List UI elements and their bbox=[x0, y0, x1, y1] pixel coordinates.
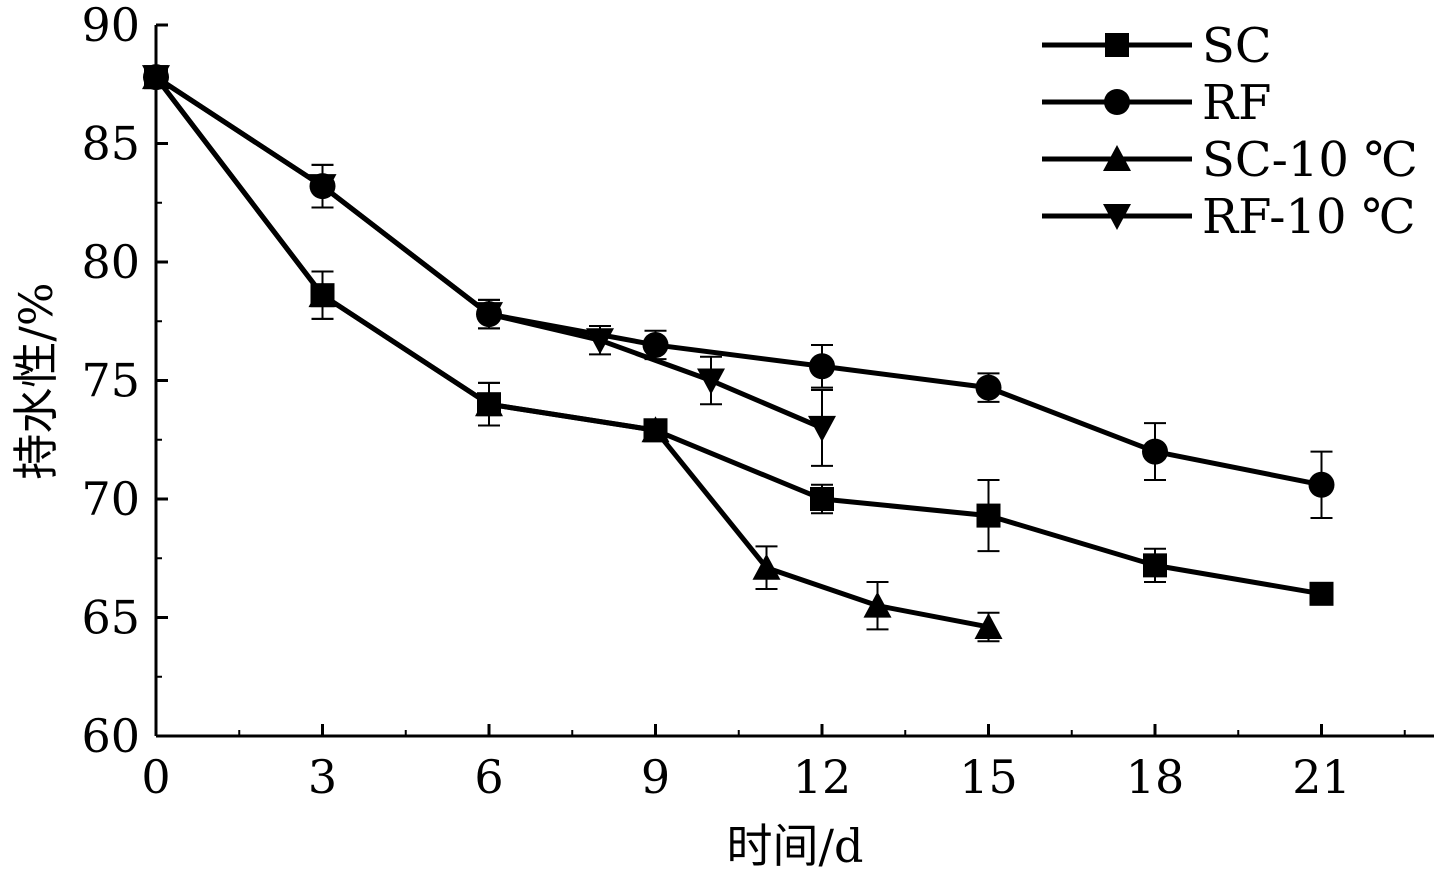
series-2-point bbox=[475, 390, 503, 417]
series-1-point bbox=[1142, 438, 1168, 465]
x-tick-label: 6 bbox=[474, 750, 503, 804]
series-3-point bbox=[808, 415, 836, 442]
y-axis-title: 持水性/% bbox=[9, 282, 63, 479]
series-2-point bbox=[641, 416, 670, 443]
series-3-point bbox=[697, 368, 725, 395]
y-tick-label: 85 bbox=[81, 117, 140, 171]
y-tick-label: 60 bbox=[81, 709, 140, 763]
legend-marker bbox=[1103, 204, 1131, 230]
legend-marker bbox=[1104, 89, 1130, 115]
series-2-point bbox=[752, 553, 781, 580]
series-3-point bbox=[308, 174, 337, 201]
x-tick-label: 9 bbox=[641, 750, 670, 804]
x-ticks: 0 3 6 9 12 15 18 21 bbox=[141, 724, 1406, 804]
x-tick-label: 12 bbox=[793, 750, 852, 804]
y-ticks: 60 65 70 75 80 85 90 bbox=[81, 0, 168, 763]
series-1-point bbox=[975, 374, 1002, 401]
legend-label: RF bbox=[1202, 75, 1271, 131]
legend-marker bbox=[1103, 145, 1131, 171]
series-0-point bbox=[976, 503, 1001, 528]
series-2-point bbox=[974, 612, 1003, 639]
series-0-line bbox=[154, 75, 1322, 597]
legend-label: RF-10 ℃ bbox=[1202, 189, 1416, 245]
series-3-point bbox=[475, 302, 503, 329]
series-0-point bbox=[1309, 581, 1334, 606]
legend-label: SC-10 ℃ bbox=[1202, 132, 1418, 188]
legend-marker bbox=[1105, 33, 1129, 57]
series-2-point bbox=[308, 281, 337, 308]
series-1-point bbox=[1308, 471, 1335, 498]
y-tick-label: 75 bbox=[81, 354, 140, 408]
x-tick-label: 0 bbox=[141, 750, 170, 804]
series-0-point bbox=[810, 487, 834, 511]
series-3-point bbox=[586, 328, 614, 355]
x-tick-label: 18 bbox=[1126, 750, 1185, 804]
y-tick-label: 80 bbox=[81, 235, 140, 289]
series-markers bbox=[142, 63, 1335, 639]
series-1-point bbox=[809, 353, 835, 380]
x-tick-label: 3 bbox=[308, 750, 337, 804]
series-1-point bbox=[642, 331, 669, 358]
y-tick-label: 70 bbox=[81, 472, 140, 526]
series-0-point bbox=[1143, 553, 1167, 578]
x-tick-label: 21 bbox=[1292, 750, 1351, 804]
series-3-line bbox=[154, 75, 823, 431]
legend-label: SC bbox=[1202, 18, 1272, 74]
y-tick-label: 65 bbox=[81, 591, 140, 645]
x-tick-label: 15 bbox=[959, 750, 1018, 804]
series-2-point bbox=[863, 591, 892, 618]
x-axis-title: 时间/d bbox=[727, 819, 864, 872]
y-tick-label: 90 bbox=[81, 0, 140, 52]
